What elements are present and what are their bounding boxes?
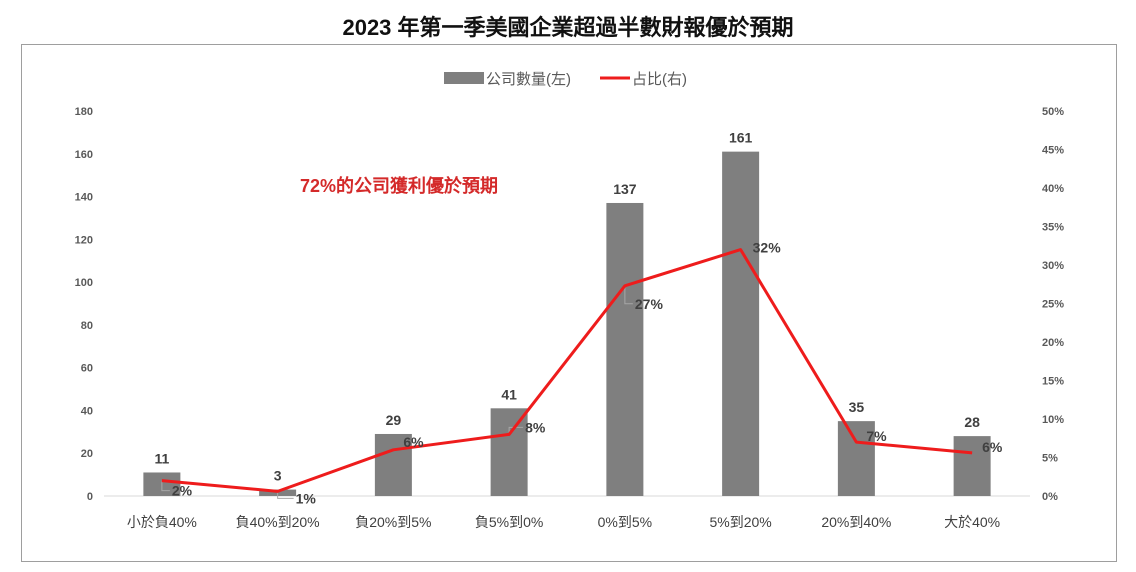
y-right-tick: 30% xyxy=(1042,260,1064,272)
y-left-tick: 180 xyxy=(75,106,93,118)
y-right-tick: 10% xyxy=(1042,414,1064,426)
bar xyxy=(606,202,644,496)
y-right-tick: 25% xyxy=(1042,299,1064,311)
line-value-label: 6% xyxy=(982,439,1003,455)
chart-annotation: 72%的公司獲利優於預期 xyxy=(300,175,498,196)
y-right-tick: 35% xyxy=(1042,222,1064,234)
line-value-label: 27% xyxy=(635,296,664,312)
bar xyxy=(953,436,991,496)
y-right-tick: 0% xyxy=(1042,491,1058,503)
y-left-tick: 80 xyxy=(81,320,93,332)
line-value-label: 1% xyxy=(296,490,317,506)
y-left-tick: 0 xyxy=(87,491,93,503)
y-right-tick: 20% xyxy=(1042,337,1064,349)
y-left-tick: 120 xyxy=(75,234,93,246)
bar xyxy=(374,433,412,496)
bar-value-label: 29 xyxy=(386,412,402,428)
line-value-label: 7% xyxy=(866,428,887,444)
y-left-tick: 20 xyxy=(81,448,93,460)
chart-title: 2023 年第一季美國企業超過半數財報優於預期 xyxy=(342,15,794,40)
line-value-label: 6% xyxy=(403,434,424,450)
leader-line xyxy=(161,480,170,492)
axes: 0 20 40 60 80 100 120 140 160 180 0% 5% 10% 15% 20% 25%… xyxy=(75,106,1065,530)
bar-value-label: 3 xyxy=(274,468,282,484)
bar xyxy=(490,408,528,496)
legend-bar-swatch xyxy=(444,72,484,84)
bar xyxy=(837,421,875,496)
bar-value-label: 161 xyxy=(729,130,753,146)
bar-value-label: 28 xyxy=(964,414,980,430)
chart-frame xyxy=(21,44,1117,562)
y-right-tick: 40% xyxy=(1042,183,1064,195)
bar-value-label: 11 xyxy=(154,450,169,466)
bar-value-label: 35 xyxy=(849,399,865,415)
y-right-tick: 15% xyxy=(1042,376,1064,388)
y-right-tick: 5% xyxy=(1042,453,1058,465)
y-left-tick: 60 xyxy=(81,363,93,375)
line-value-label: 32% xyxy=(753,240,782,256)
bar-value-label: 137 xyxy=(613,181,637,197)
line-series-path xyxy=(161,248,973,493)
x-category-label: 負40%到20% xyxy=(236,514,320,530)
x-category-label: 5%到20% xyxy=(709,514,771,530)
leader-line xyxy=(624,285,633,305)
bar xyxy=(722,151,760,496)
legend-bar-label: 公司數量(左) xyxy=(486,71,571,88)
bars xyxy=(143,151,991,496)
line-value-label: 2% xyxy=(172,483,193,499)
y-left-tick: 140 xyxy=(75,192,93,204)
x-category-label: 負20%到5% xyxy=(355,514,431,530)
y-right-tick: 50% xyxy=(1042,106,1064,118)
x-category-label: 大於40% xyxy=(944,514,1000,530)
x-category-label: 小於負40% xyxy=(127,514,197,530)
data-labels: 11 3 29 41 137 161 35 28 2% 1% 6% 8% 27% 32% 7% 6% xyxy=(154,130,1002,507)
leader-line xyxy=(277,491,294,499)
line-value-label: 8% xyxy=(525,419,546,435)
x-category-label: 負5%到0% xyxy=(475,514,543,530)
x-category-label: 0%到5% xyxy=(598,514,652,530)
bar-value-label: 41 xyxy=(501,386,517,402)
legend: 公司數量(左) 占比(右) xyxy=(444,71,687,88)
y-right-tick: 45% xyxy=(1042,145,1064,157)
line-series xyxy=(161,248,973,493)
y-left-tick: 40 xyxy=(81,405,93,417)
x-category-label: 20%到40% xyxy=(821,514,891,530)
y-left-tick: 160 xyxy=(75,149,93,161)
legend-line-label: 占比(右) xyxy=(632,71,687,88)
y-left-tick: 100 xyxy=(75,277,93,289)
